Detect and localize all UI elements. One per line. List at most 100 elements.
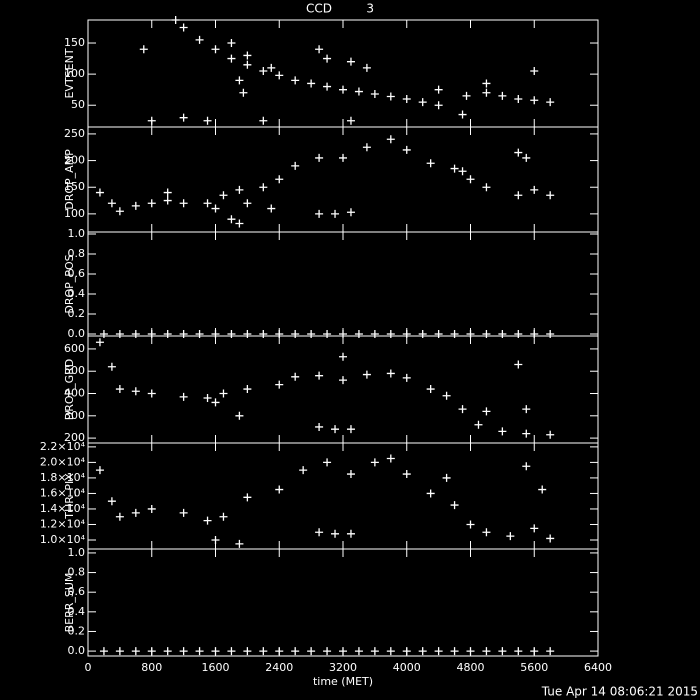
point [211, 45, 220, 54]
y-tick-label: 200 [64, 154, 85, 167]
point [546, 330, 555, 338]
point [275, 71, 284, 80]
point [458, 110, 467, 119]
point [203, 393, 212, 402]
point [227, 647, 236, 656]
point [147, 116, 156, 125]
plot-frame [87, 548, 599, 657]
point [203, 516, 212, 525]
y-axis-title: BERR_SUM [63, 573, 76, 633]
point [482, 88, 491, 97]
point [315, 422, 324, 431]
point [418, 647, 427, 656]
point [259, 183, 268, 192]
point [291, 372, 300, 381]
point [402, 470, 411, 479]
point [546, 430, 555, 439]
point [259, 647, 268, 656]
chart-title: CCD 3 [306, 2, 374, 16]
point [211, 647, 220, 656]
y-tick-label: 50 [71, 98, 85, 111]
point [315, 371, 324, 380]
point [530, 67, 539, 76]
point [346, 470, 355, 479]
x-tick-label: 1600 [202, 661, 230, 674]
point [386, 647, 395, 656]
point [458, 167, 467, 176]
y-tick-label: 100 [64, 207, 85, 220]
y-tick-label: 150 [64, 180, 85, 193]
point [179, 199, 188, 208]
point [331, 209, 340, 218]
point [538, 485, 547, 494]
point [331, 425, 340, 434]
point [522, 462, 531, 471]
point [323, 54, 332, 63]
point [339, 85, 347, 94]
y-tick-label: 1.0×10⁴ [40, 533, 86, 546]
point [426, 159, 435, 168]
point [243, 60, 252, 69]
y-tick-label: 0.4 [68, 605, 86, 618]
point [163, 647, 172, 656]
point [163, 188, 172, 197]
point [179, 330, 188, 338]
point [506, 532, 515, 541]
point [402, 647, 411, 656]
point [315, 45, 324, 54]
point [514, 191, 523, 200]
y-tick-label: 0.8 [68, 247, 86, 260]
point [482, 528, 491, 537]
y-tick-label: 150 [64, 36, 85, 49]
point [402, 95, 411, 104]
y-axis-title: DROP_AMP [63, 149, 76, 210]
point [243, 51, 252, 60]
point [211, 398, 220, 407]
point [235, 76, 244, 85]
point [227, 39, 236, 48]
point [514, 647, 523, 656]
point [95, 338, 104, 347]
point [131, 387, 140, 396]
y-tick-label: 500 [64, 364, 85, 377]
point [386, 135, 395, 144]
point [275, 647, 284, 656]
point [323, 82, 332, 91]
y-tick-label: 1.6×10⁴ [40, 486, 86, 499]
y-tick-label: 100 [64, 67, 85, 80]
point [482, 647, 491, 656]
point [243, 330, 252, 338]
point [370, 647, 379, 656]
point [235, 219, 244, 228]
point [482, 79, 491, 88]
y-tick-label: 1.8×10⁴ [40, 471, 86, 484]
point [131, 647, 140, 656]
y-tick-label: 1.0 [68, 546, 86, 559]
point [450, 501, 459, 510]
point [115, 385, 124, 394]
point [530, 96, 539, 105]
point [259, 116, 268, 125]
point [267, 204, 276, 213]
point [179, 508, 188, 517]
point [195, 647, 204, 656]
point [370, 458, 379, 467]
y-tick-label: 0.2 [68, 624, 86, 637]
point [442, 391, 451, 400]
point [147, 389, 156, 398]
point [466, 520, 475, 529]
point [474, 420, 483, 429]
point [195, 35, 204, 44]
point [179, 647, 188, 656]
point [179, 392, 188, 401]
point [498, 91, 507, 100]
point [386, 454, 395, 463]
x-tick-label: 5600 [520, 661, 548, 674]
point [530, 524, 539, 533]
point [235, 539, 244, 548]
point [466, 175, 475, 184]
point [331, 529, 340, 538]
x-tick-label: 800 [141, 661, 162, 674]
plot-frame [87, 335, 599, 444]
